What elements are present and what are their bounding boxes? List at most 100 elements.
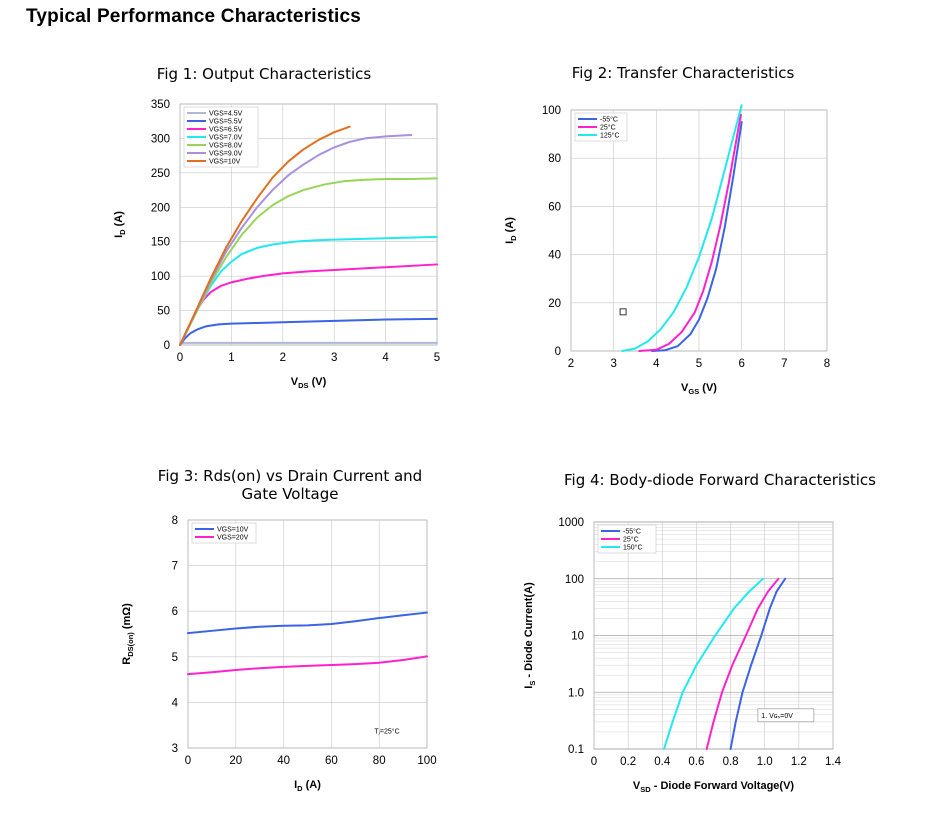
fig3-ytick-label: 6 — [172, 606, 178, 618]
fig2-series-25c-line — [638, 113, 742, 352]
fig3-title-line1: Fig 3: Rds(on) vs Drain Current and — [157, 467, 423, 485]
fig4-xtick-label: 0.8 — [723, 756, 739, 768]
fig1-ylabel: ID (A) — [113, 211, 127, 238]
fig2-xtick-label: 2 — [568, 358, 574, 370]
fig1-ytick-label: 150 — [151, 237, 170, 249]
fig3-ytick-label: 7 — [172, 561, 178, 573]
fig3-ylabel: RDS(on) (mΩ) — [121, 603, 135, 665]
fig4-ytick-label: 1000 — [558, 517, 584, 529]
fig1-series-vgs55v-line — [179, 317, 438, 346]
fig2-legend-label: 25°C — [600, 124, 616, 132]
fig1-xtick-label: 2 — [280, 352, 286, 364]
fig3-ytick-label: 4 — [172, 697, 179, 709]
fig3-series-vgs20v-line — [187, 655, 428, 676]
fig3-xlabel: ID (A) — [294, 779, 321, 793]
fig1-legend-box — [183, 106, 259, 168]
fig4-xtick-label: 0.4 — [654, 756, 671, 768]
fig4-legend-label: 150°C — [623, 544, 643, 552]
fig3-legend-label: VGS=20V — [217, 535, 249, 542]
fig2-xtick-label: 8 — [824, 358, 830, 370]
fig2-xlabel: VGS (V) — [681, 382, 717, 396]
fig4-xlabel: VSD - Diode Forward Voltage(V) — [633, 780, 795, 794]
fig3-xtick-label: 80 — [373, 755, 386, 767]
fig1-legend-label: VGS=4.5V — [209, 111, 243, 118]
fig3-plot-area — [187, 519, 428, 749]
fig1-legend-label: VGS=7.0V — [209, 135, 243, 142]
fig4-series-55c-line — [729, 577, 787, 750]
fig3-chart: 0 20 40 60 80 100 3 4 5 6 7 8 ID (A) RDS(on) (mΩ) VGS=… — [121, 515, 437, 793]
fig4-ytick-label: 1.0 — [568, 687, 584, 699]
fig3-ytick-label: 5 — [172, 652, 178, 664]
fig1-series-vgs90v-line — [179, 133, 413, 346]
fig4-xtick-label: 0 — [591, 756, 597, 768]
fig2-ytick-label: 40 — [548, 250, 561, 262]
fig4-legend-label: 25°C — [623, 536, 639, 544]
fig3-xtick-label: 0 — [185, 755, 191, 767]
fig2-ytick-label: 80 — [548, 153, 561, 165]
fig3-title: Fig 3: Rds(on) vs Drain Current and Gate… — [140, 467, 440, 503]
fig1-legend-label: VGS=10V — [209, 159, 241, 166]
fig1-xtick-label: 3 — [331, 352, 337, 364]
fig4-legend-label: -55°C — [623, 528, 641, 536]
fig4-chart: 0 0.2 0.4 0.6 0.8 1.0 1.2 1.4 0.1 1.0 10 100 1000 VSD… — [523, 517, 842, 794]
fig2-xtick-label: 5 — [696, 358, 702, 370]
fig2-xtick-label: 7 — [781, 358, 787, 370]
fig4-ytick-label: 10 — [571, 631, 584, 643]
fig4-xtick-label: 1.2 — [791, 756, 807, 768]
fig1-series-vgs80v-line — [179, 177, 438, 346]
fig1-ytick-label: 50 — [157, 306, 170, 318]
fig3-xtick-label: 100 — [417, 755, 436, 767]
fig1-title: Fig 1: Output Characteristics — [156, 65, 372, 83]
fig1-xtick-label: 1 — [228, 352, 234, 364]
fig4-xtick-label: 1.4 — [825, 756, 842, 768]
fig2-legend-box — [574, 112, 628, 142]
fig1-ytick-label: 300 — [151, 133, 170, 145]
fig4-series-25c-line — [705, 577, 780, 750]
fig3-ytick-label: 3 — [172, 743, 178, 755]
fig3-series-vgs10v-line — [187, 611, 428, 635]
fig4-xtick-label: 0.2 — [620, 756, 636, 768]
fig4-ytick-label: 100 — [565, 574, 584, 586]
fig2-xtick-label: 6 — [738, 358, 744, 370]
fig2-xtick-label: 4 — [653, 358, 660, 370]
fig4-xtick-label: 0.6 — [688, 756, 704, 768]
fig3-xtick-label: 40 — [277, 755, 290, 767]
fig1-legend-label: VGS=8.0V — [209, 143, 243, 150]
fig3-title-line2: Gate Voltage — [241, 485, 339, 503]
fig2-legend-label: 125°C — [600, 132, 620, 140]
fig2-ytick-label: 60 — [548, 201, 561, 213]
fig1-xtick-label: 4 — [382, 352, 389, 364]
fig1-xlabel: VDS (V) — [291, 376, 327, 390]
fig4-title: Fig 4: Body-diode Forward Characteristic… — [564, 471, 876, 489]
fig1-series-vgs10v-line — [179, 125, 351, 346]
fig1-ytick-label: 350 — [151, 99, 170, 111]
fig3-legend-label: VGS=10V — [217, 527, 249, 534]
fig1-legend-label: VGS=5.5V — [209, 119, 243, 126]
fig2-ylabel: ID (A) — [504, 217, 518, 244]
fig1-ytick-label: 200 — [151, 202, 170, 214]
fig4-series-150c-line — [662, 577, 765, 750]
fig4-annotation-box — [757, 708, 815, 723]
fig2-series-55c-line — [651, 121, 743, 352]
page-title: Typical Performance Characteristics — [26, 6, 362, 27]
fig4-ytick-label: 0.1 — [568, 744, 584, 756]
fig1-xtick-label: 5 — [434, 352, 440, 364]
fig1-ytick-label: 100 — [151, 271, 170, 283]
fig2-series-125c-line — [621, 104, 743, 352]
fig4-xtick-label: 1.0 — [757, 756, 773, 768]
fig1-legend-label: VGS=6.5V — [209, 127, 243, 134]
fig2-ytick-label: 100 — [542, 105, 561, 117]
fig2-ytick-label: 0 — [555, 346, 561, 358]
fig3-xtick-label: 60 — [325, 755, 338, 767]
fig4-ylabel: IS - Diode Current(A) — [523, 582, 537, 689]
fig2-legend-label: -55°C — [600, 116, 618, 124]
fig2-xtick-label: 3 — [610, 358, 616, 370]
fig1-ytick-label: 0 — [164, 340, 170, 352]
fig1-xtick-label: 0 — [177, 352, 183, 364]
fig3-annotation: Tⱼ=25°C — [374, 727, 399, 735]
fig2-ytick-label: 20 — [548, 298, 561, 310]
fig3-xtick-label: 20 — [229, 755, 242, 767]
